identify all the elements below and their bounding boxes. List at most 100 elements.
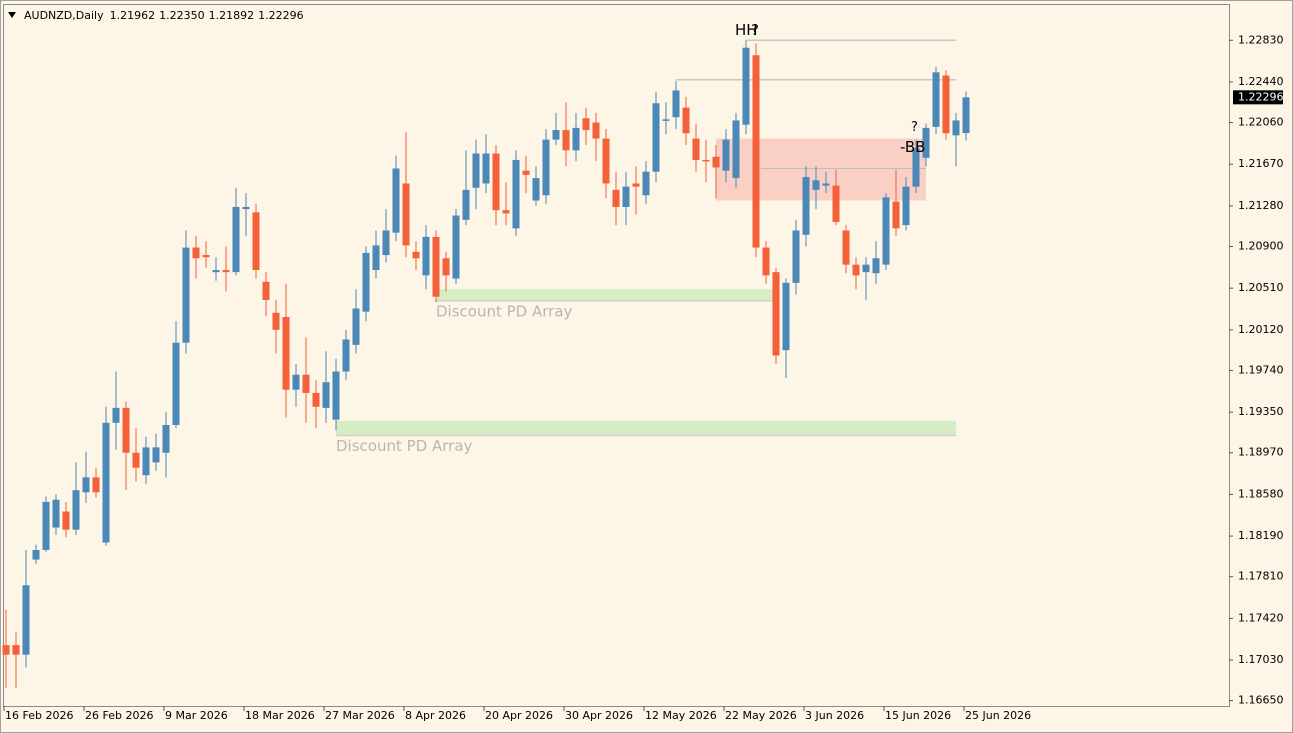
candle-body: [472, 153, 480, 188]
candle-body: [222, 270, 230, 273]
candle-body: [32, 549, 40, 560]
candle-body: [952, 120, 960, 136]
candle-body: [962, 97, 970, 134]
x-tick-label: 9 Mar 2026: [165, 709, 228, 722]
candle-body: [392, 168, 400, 233]
y-tick-label: 1.16650: [1238, 694, 1284, 707]
candle-body: [62, 511, 70, 530]
y-tick-label: 1.20120: [1238, 323, 1284, 336]
current-price-label: 1.22296: [1238, 90, 1284, 103]
candle-body: [442, 258, 450, 276]
candle-body: [712, 156, 720, 168]
y-tick-label: 1.20510: [1238, 281, 1284, 294]
candle-body: [552, 130, 560, 140]
current-price-box: [1233, 90, 1283, 105]
candle-body: [682, 107, 690, 134]
candle-body: [372, 245, 380, 271]
plot-frame: [3, 4, 1230, 707]
candle-body: [732, 120, 740, 179]
candle-body: [22, 585, 30, 655]
candle-body: [102, 422, 110, 543]
candle-body: [722, 139, 730, 171]
y-tick-label: 1.22830: [1238, 33, 1284, 46]
candle-body: [352, 308, 360, 345]
candle-body: [932, 72, 940, 127]
candle-body: [462, 189, 470, 220]
candle-body: [132, 452, 140, 468]
collapse-icon[interactable]: [8, 12, 16, 18]
candle-body: [212, 270, 220, 273]
candle-body: [402, 183, 410, 246]
candle-body: [92, 477, 100, 493]
candle-body: [272, 312, 280, 330]
x-tick-label: 27 Mar 2026: [325, 709, 395, 722]
candle-body: [802, 177, 810, 235]
candle-body: [642, 171, 650, 196]
candle-body: [562, 130, 570, 151]
candle-body: [52, 499, 60, 528]
y-tick-label: 1.18190: [1238, 529, 1284, 542]
x-tick-label: 3 Jun 2026: [805, 709, 864, 722]
candle-body: [662, 119, 670, 121]
y-tick-label: 1.17420: [1238, 611, 1284, 624]
candle-body: [772, 272, 780, 356]
x-tick-label: 25 Jun 2026: [965, 709, 1031, 722]
candle-body: [902, 186, 910, 226]
candle-body: [142, 447, 150, 476]
candle-body: [702, 159, 710, 162]
candle-body: [942, 75, 950, 134]
y-tick-label: 1.19740: [1238, 363, 1284, 376]
candle-body: [2, 645, 10, 655]
candle-body: [322, 382, 330, 408]
y-tick-label: 1.21280: [1238, 199, 1284, 212]
candle-body: [612, 189, 620, 207]
candle-body: [252, 212, 260, 271]
candle-body: [112, 407, 120, 423]
candle-body: [572, 127, 580, 151]
candle-body: [42, 501, 50, 550]
candle-body: [172, 342, 180, 425]
marker: -BB: [900, 138, 925, 156]
candle-body: [262, 281, 270, 300]
y-tick-label: 1.19350: [1238, 405, 1284, 418]
candle-body: [72, 490, 80, 530]
candle-body: [282, 317, 290, 390]
candle-body: [492, 153, 500, 211]
marker: ?: [911, 120, 918, 135]
chart-header: AUDNZD,Daily 1.21962 1.22350 1.21892 1.22296: [24, 9, 304, 22]
candle-body: [912, 148, 920, 187]
symbol: AUDNZD,Daily: [24, 9, 104, 22]
y-tick-label: 1.20900: [1238, 240, 1284, 253]
ohlc-high: 1.22350: [159, 9, 205, 22]
zone-label: Discount PD Array: [436, 303, 573, 321]
zone: [336, 420, 956, 436]
candle-body: [152, 447, 160, 463]
candle-body: [512, 159, 520, 229]
candle-body: [182, 247, 190, 343]
candle-body: [892, 201, 900, 229]
zone: [716, 138, 926, 201]
candle-body: [792, 230, 800, 283]
candle-body: [842, 230, 850, 265]
y-tick-label: 1.22440: [1238, 75, 1284, 88]
candle-body: [482, 153, 490, 184]
marker: HH: [735, 21, 758, 39]
y-tick-label: 1.22060: [1238, 116, 1284, 129]
x-tick-label: 20 Apr 2026: [485, 709, 553, 722]
y-tick-label: 1.18970: [1238, 446, 1284, 459]
x-tick-label: 12 May 2026: [645, 709, 717, 722]
candle-body: [302, 374, 310, 393]
candle-body: [432, 236, 440, 297]
ohlc-low: 1.21892: [209, 9, 255, 22]
candle-body: [162, 424, 170, 453]
y-tick-label: 1.21670: [1238, 157, 1284, 170]
candle-body: [292, 374, 300, 390]
zone: [436, 289, 776, 302]
candle-body: [592, 122, 600, 139]
candle-body: [602, 138, 610, 184]
y-tick-label: 1.18580: [1238, 487, 1284, 500]
candle-body: [782, 282, 790, 351]
candle-body: [452, 215, 460, 279]
